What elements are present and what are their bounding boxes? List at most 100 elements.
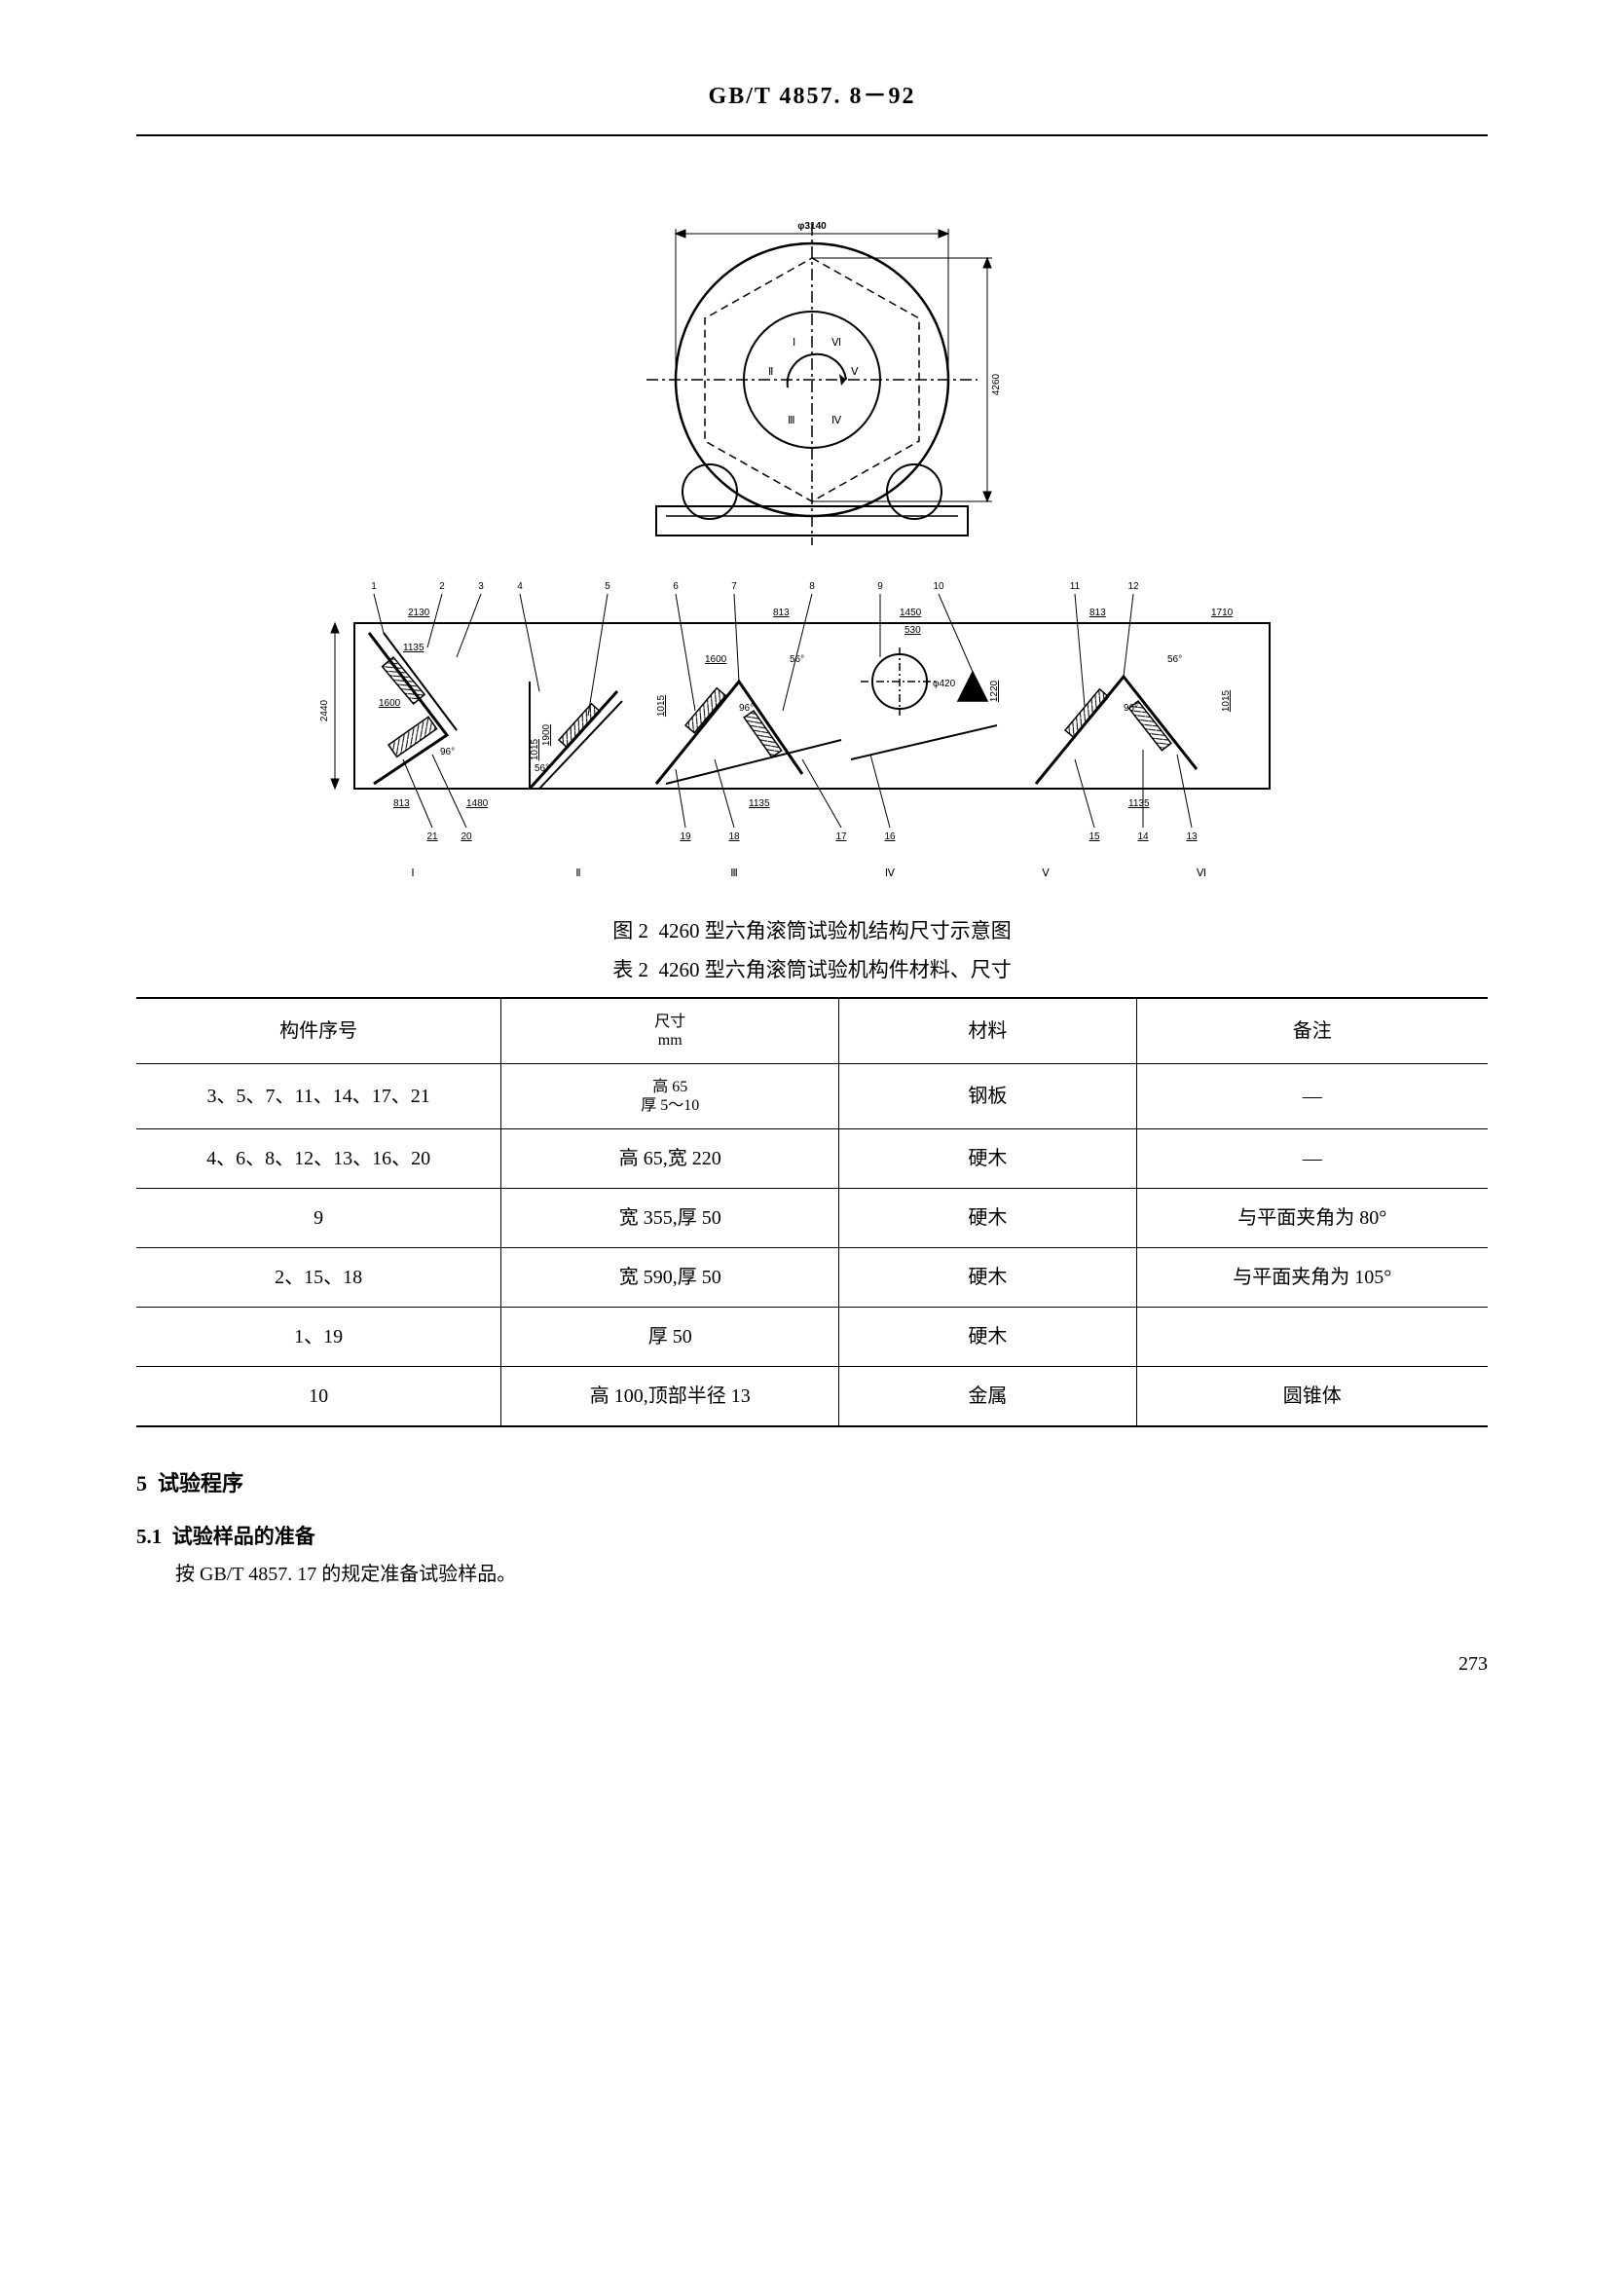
callout-9: 9 bbox=[877, 581, 883, 592]
cell-size: 高 65 厚 5～10 bbox=[501, 1063, 839, 1128]
cell-no: 2、15、18 bbox=[136, 1248, 501, 1308]
dim-1015b: 1015 bbox=[656, 695, 667, 718]
cell-no: 1、19 bbox=[136, 1308, 501, 1367]
dim-813a: 813 bbox=[773, 608, 790, 618]
seg-5: Ⅴ bbox=[851, 366, 859, 378]
callout-18: 18 bbox=[728, 831, 740, 842]
dim-56a: 56° bbox=[790, 654, 804, 665]
th-col3: 材料 bbox=[839, 998, 1136, 1064]
dim-1710: 1710 bbox=[1211, 608, 1234, 618]
dim-1135b: 1135 bbox=[749, 798, 770, 809]
seg-2: Ⅱ bbox=[768, 366, 773, 378]
cell-remark: 圆锥体 bbox=[1136, 1367, 1488, 1427]
cell-remark: 与平面夹角为 80° bbox=[1136, 1189, 1488, 1248]
callout-2: 2 bbox=[439, 581, 445, 592]
dim-1900: 1900 bbox=[541, 724, 552, 747]
cell-size: 宽 355,厚 50 bbox=[501, 1189, 839, 1248]
cell-remark: — bbox=[1136, 1129, 1488, 1189]
th-col2: 尺寸 mm bbox=[501, 998, 839, 1064]
callout-19: 19 bbox=[680, 831, 691, 842]
dim-96c: 96° bbox=[1124, 703, 1138, 714]
table-row: 3、5、7、11、14、17、21 高 65 厚 5～10 钢板 — bbox=[136, 1063, 1488, 1128]
cell-remark: — bbox=[1136, 1063, 1488, 1128]
dim-4260: 4260 bbox=[991, 374, 1002, 396]
callout-16: 16 bbox=[884, 831, 896, 842]
dim-813c: 813 bbox=[1089, 608, 1106, 618]
callout-7: 7 bbox=[731, 581, 737, 592]
cell-no: 9 bbox=[136, 1189, 501, 1248]
cell-size: 宽 590,厚 50 bbox=[501, 1248, 839, 1308]
callout-10: 10 bbox=[933, 581, 944, 592]
seg-3: Ⅲ bbox=[788, 415, 795, 426]
dim-1450: 1450 bbox=[900, 608, 922, 618]
cell-material: 硬木 bbox=[839, 1189, 1136, 1248]
dim-1600b: 1600 bbox=[705, 654, 727, 665]
page-header: GB/T 4857. 8－92 bbox=[136, 78, 1488, 136]
dim-96b: 96° bbox=[739, 703, 754, 714]
callout-3: 3 bbox=[478, 581, 484, 592]
cell-size-l2: 厚 5～10 bbox=[641, 1097, 699, 1114]
cell-no: 3、5、7、11、14、17、21 bbox=[136, 1063, 501, 1128]
cell-remark: 与平面夹角为 105° bbox=[1136, 1248, 1488, 1308]
subsection-heading: 5.1 试验样品的准备 bbox=[136, 1521, 1488, 1554]
bseg-1: Ⅰ bbox=[411, 868, 414, 879]
dim-813b: 813 bbox=[393, 798, 410, 809]
dim-530: 530 bbox=[904, 625, 921, 636]
callout-15: 15 bbox=[1089, 831, 1100, 842]
callout-6: 6 bbox=[673, 581, 679, 592]
cell-size-l1: 高 65 bbox=[652, 1079, 687, 1095]
dim-1135c: 1135 bbox=[1128, 798, 1150, 809]
cell-material: 钢板 bbox=[839, 1063, 1136, 1128]
table-row: 9 宽 355,厚 50 硬木 与平面夹角为 80° bbox=[136, 1189, 1488, 1248]
callout-5: 5 bbox=[605, 581, 610, 592]
dim-1015a: 1015 bbox=[530, 739, 540, 761]
callout-11: 11 bbox=[1070, 581, 1081, 592]
dim-2130: 2130 bbox=[408, 608, 430, 618]
dim-2440: 2440 bbox=[319, 700, 330, 722]
callout-17: 17 bbox=[835, 831, 847, 842]
cell-remark bbox=[1136, 1308, 1488, 1367]
dim-1600a: 1600 bbox=[379, 698, 401, 709]
dim-1220: 1220 bbox=[989, 681, 1000, 703]
parts-table: 构件序号 尺寸 mm 材料 备注 3、5、7、11、14、17、21 高 65 … bbox=[136, 997, 1488, 1428]
table-row: 10 高 100,顶部半径 13 金属 圆锥体 bbox=[136, 1367, 1488, 1427]
callout-8: 8 bbox=[809, 581, 815, 592]
dim-phi3140: φ3140 bbox=[797, 221, 827, 232]
table-row: 4、6、8、12、13、16、20 高 65,宽 220 硬木 — bbox=[136, 1129, 1488, 1189]
callout-1: 1 bbox=[371, 581, 377, 592]
dim-96a: 96° bbox=[440, 747, 455, 757]
figure-caption: 图 2 4260 型六角滚筒试验机结构尺寸示意图 bbox=[136, 915, 1488, 948]
th-col2-l1: 尺寸 bbox=[654, 1014, 685, 1030]
subsection-title: 试验样品的准备 bbox=[172, 1525, 315, 1548]
seg-6: Ⅵ bbox=[831, 337, 841, 349]
subsection-body: 按 GB/T 4857. 17 的规定准备试验样品。 bbox=[136, 1559, 1488, 1590]
cell-size: 高 65,宽 220 bbox=[501, 1129, 839, 1189]
subsection-number: 5.1 bbox=[136, 1525, 162, 1548]
dim-1480: 1480 bbox=[466, 798, 489, 809]
dim-phi420: φ420 bbox=[933, 679, 956, 689]
figure-top-view: φ3140 4260 Ⅰ Ⅱ Ⅲ Ⅳ Ⅴ Ⅵ bbox=[559, 175, 1065, 565]
dim-1135a: 1135 bbox=[403, 643, 424, 653]
callout-20: 20 bbox=[461, 831, 472, 842]
dim-56b: 56° bbox=[1167, 654, 1182, 665]
table-caption-label: 表 2 bbox=[612, 958, 648, 981]
bseg-5: Ⅴ bbox=[1042, 868, 1050, 879]
th-col2-l2: mm bbox=[658, 1032, 683, 1049]
figure-caption-text: 4260 型六角滚筒试验机结构尺寸示意图 bbox=[659, 919, 1012, 942]
standard-code: GB/T 4857. 8－92 bbox=[709, 84, 916, 109]
table-row: 1、19 厚 50 硬木 bbox=[136, 1308, 1488, 1367]
seg-1: Ⅰ bbox=[793, 337, 795, 349]
figure-unfolded-view: 1 2 3 4 5 6 7 8 9 10 11 12 21 20 19 18 1… bbox=[296, 565, 1328, 886]
bseg-2: Ⅱ bbox=[575, 868, 580, 879]
cell-no: 10 bbox=[136, 1367, 501, 1427]
bseg-6: Ⅵ bbox=[1197, 868, 1206, 879]
figure-caption-label: 图 2 bbox=[612, 919, 648, 942]
section-title: 试验程序 bbox=[158, 1471, 243, 1495]
seg-4: Ⅳ bbox=[831, 415, 842, 426]
callout-21: 21 bbox=[426, 831, 438, 842]
dim-1015c: 1015 bbox=[1221, 690, 1232, 713]
cell-material: 硬木 bbox=[839, 1308, 1136, 1367]
cell-size: 厚 50 bbox=[501, 1308, 839, 1367]
table-header-row: 构件序号 尺寸 mm 材料 备注 bbox=[136, 998, 1488, 1064]
callout-12: 12 bbox=[1127, 581, 1139, 592]
